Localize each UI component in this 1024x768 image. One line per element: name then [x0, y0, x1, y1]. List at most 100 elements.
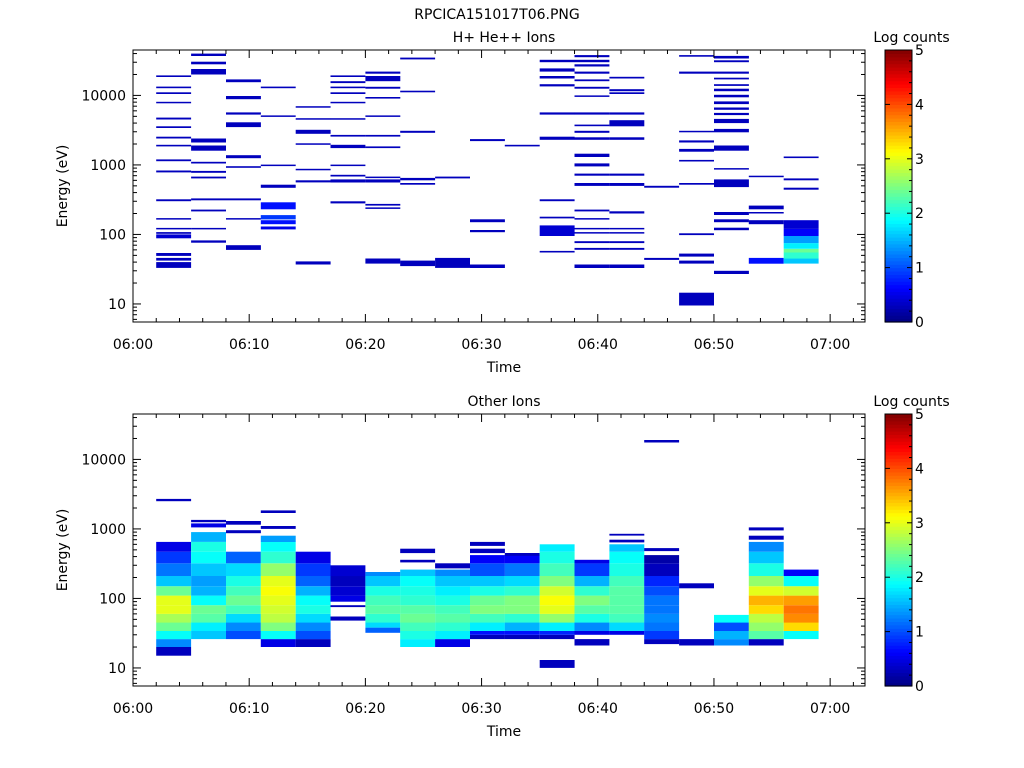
spectrogram-cell — [504, 622, 540, 631]
spectrogram-cell — [609, 576, 645, 587]
spectrogram-cell — [295, 605, 331, 614]
spectrogram-cell — [260, 220, 296, 225]
spectrogram-cell — [260, 510, 296, 513]
colorbar-label: Log counts — [873, 30, 949, 46]
colorbar-swatch — [885, 152, 912, 156]
colorbar-swatch — [885, 590, 912, 595]
spectrogram-cell — [295, 639, 331, 647]
colorbar-swatch — [885, 441, 912, 446]
spectrogram-cell — [470, 595, 505, 606]
spectrogram-cell — [400, 613, 436, 623]
spectrogram-cell — [574, 59, 610, 63]
colorbar-swatch — [885, 141, 912, 146]
y-tick-label: 10000 — [81, 452, 126, 468]
spectrogram-cell — [365, 595, 401, 606]
spectrogram-cell — [609, 227, 645, 230]
spectrogram-cell — [574, 183, 610, 186]
spectrogram-cell — [748, 541, 784, 552]
spectrogram-cell — [400, 183, 436, 185]
spectrogram-cell — [295, 143, 331, 145]
spectrogram-cell — [156, 227, 192, 230]
spectrogram-cell — [191, 53, 226, 56]
colorbar-swatch — [885, 155, 912, 160]
spectrogram-cell — [783, 258, 819, 264]
spectrogram-cell — [365, 605, 401, 614]
spectrogram-cell — [574, 264, 610, 268]
spectrogram-cell — [539, 595, 575, 606]
spectrogram-cell — [191, 240, 226, 243]
colorbar-tick-label: 3 — [915, 516, 924, 532]
spectrogram-cell — [748, 205, 784, 210]
colorbar-swatch — [885, 138, 912, 143]
colorbar-swatch — [885, 233, 912, 238]
colorbar-tick-label: 1 — [915, 625, 924, 641]
spectrogram-cell — [748, 639, 784, 646]
colorbar-swatch — [885, 301, 912, 306]
spectrogram-cell — [783, 243, 819, 249]
x-tick-label: 06:50 — [694, 337, 734, 353]
colorbar-swatch — [885, 216, 912, 221]
colorbar-frame — [884, 413, 913, 687]
colorbar-swatch — [885, 662, 912, 667]
spectrogram-cell — [748, 576, 784, 587]
spectrogram-cell — [260, 86, 296, 89]
spectrogram-cell — [156, 232, 192, 234]
spectrogram-cell — [574, 71, 610, 74]
colorbar-swatch — [885, 203, 912, 207]
spectrogram-cell — [609, 613, 645, 623]
colorbar-swatch — [885, 101, 912, 105]
colorbar-swatch — [885, 624, 912, 629]
spectrogram-cell — [679, 233, 714, 236]
colorbar-swatch — [885, 618, 912, 622]
spectrogram-cell — [400, 57, 436, 60]
x-tick-label: 06:20 — [345, 701, 385, 717]
spectrogram-cell — [330, 605, 366, 608]
spectrogram-cell — [504, 631, 540, 635]
spectrogram-cell — [400, 130, 436, 133]
spectrogram-cell — [609, 539, 645, 543]
spectrogram-cell — [609, 605, 645, 614]
spectrogram-cell — [714, 128, 749, 133]
spectrogram-cell — [435, 576, 470, 587]
spectrogram-cell — [609, 112, 645, 115]
x-axis: 06:00 06:10 06:20 06:30 06:40 06:50 07:00 Time — [113, 414, 854, 740]
spectrogram-cell — [260, 215, 296, 220]
spectrogram-cell — [783, 631, 819, 640]
colorbar-swatch — [885, 665, 912, 670]
spectrogram-cell — [295, 180, 331, 183]
spectrogram-cell — [330, 576, 366, 587]
spectrogram-cell — [539, 216, 575, 219]
spectrogram-cell — [435, 605, 470, 614]
spectrogram-cells — [156, 53, 819, 306]
spectrogram-cell — [191, 227, 226, 230]
spectrogram-cell — [260, 551, 296, 564]
spectrogram-cell — [539, 551, 575, 564]
spectrogram-cell — [365, 179, 401, 183]
colorbar-swatch — [885, 556, 912, 561]
spectrogram-cell — [609, 241, 645, 244]
spectrogram-cell — [470, 576, 505, 587]
spectrogram-cell — [191, 605, 226, 614]
spectrogram-cell — [609, 631, 645, 635]
colorbar-swatch — [885, 192, 912, 197]
colorbar-swatch — [885, 162, 912, 167]
spectrogram-cell — [365, 76, 401, 82]
colorbar-swatch — [885, 172, 912, 177]
spectrogram-cell — [260, 622, 296, 631]
spectrogram-cell — [644, 555, 680, 564]
colorbar-swatch — [885, 424, 912, 429]
colorbar-swatch — [885, 260, 912, 265]
spectrogram-cell — [539, 563, 575, 576]
colorbar-swatch — [885, 669, 912, 673]
spectrogram-cell — [714, 60, 749, 63]
colorbar-swatch — [885, 516, 912, 520]
spectrogram-cell — [156, 639, 192, 647]
spectrogram-cell — [504, 563, 540, 576]
spectrogram-cell — [609, 247, 645, 250]
spectrogram-cell — [330, 81, 366, 84]
spectrogram-cell — [260, 639, 296, 647]
colorbar-swatch — [885, 247, 912, 252]
spectrogram-cell — [295, 576, 331, 587]
spectrogram-cell — [783, 252, 819, 259]
colorbar-swatch — [885, 175, 912, 180]
